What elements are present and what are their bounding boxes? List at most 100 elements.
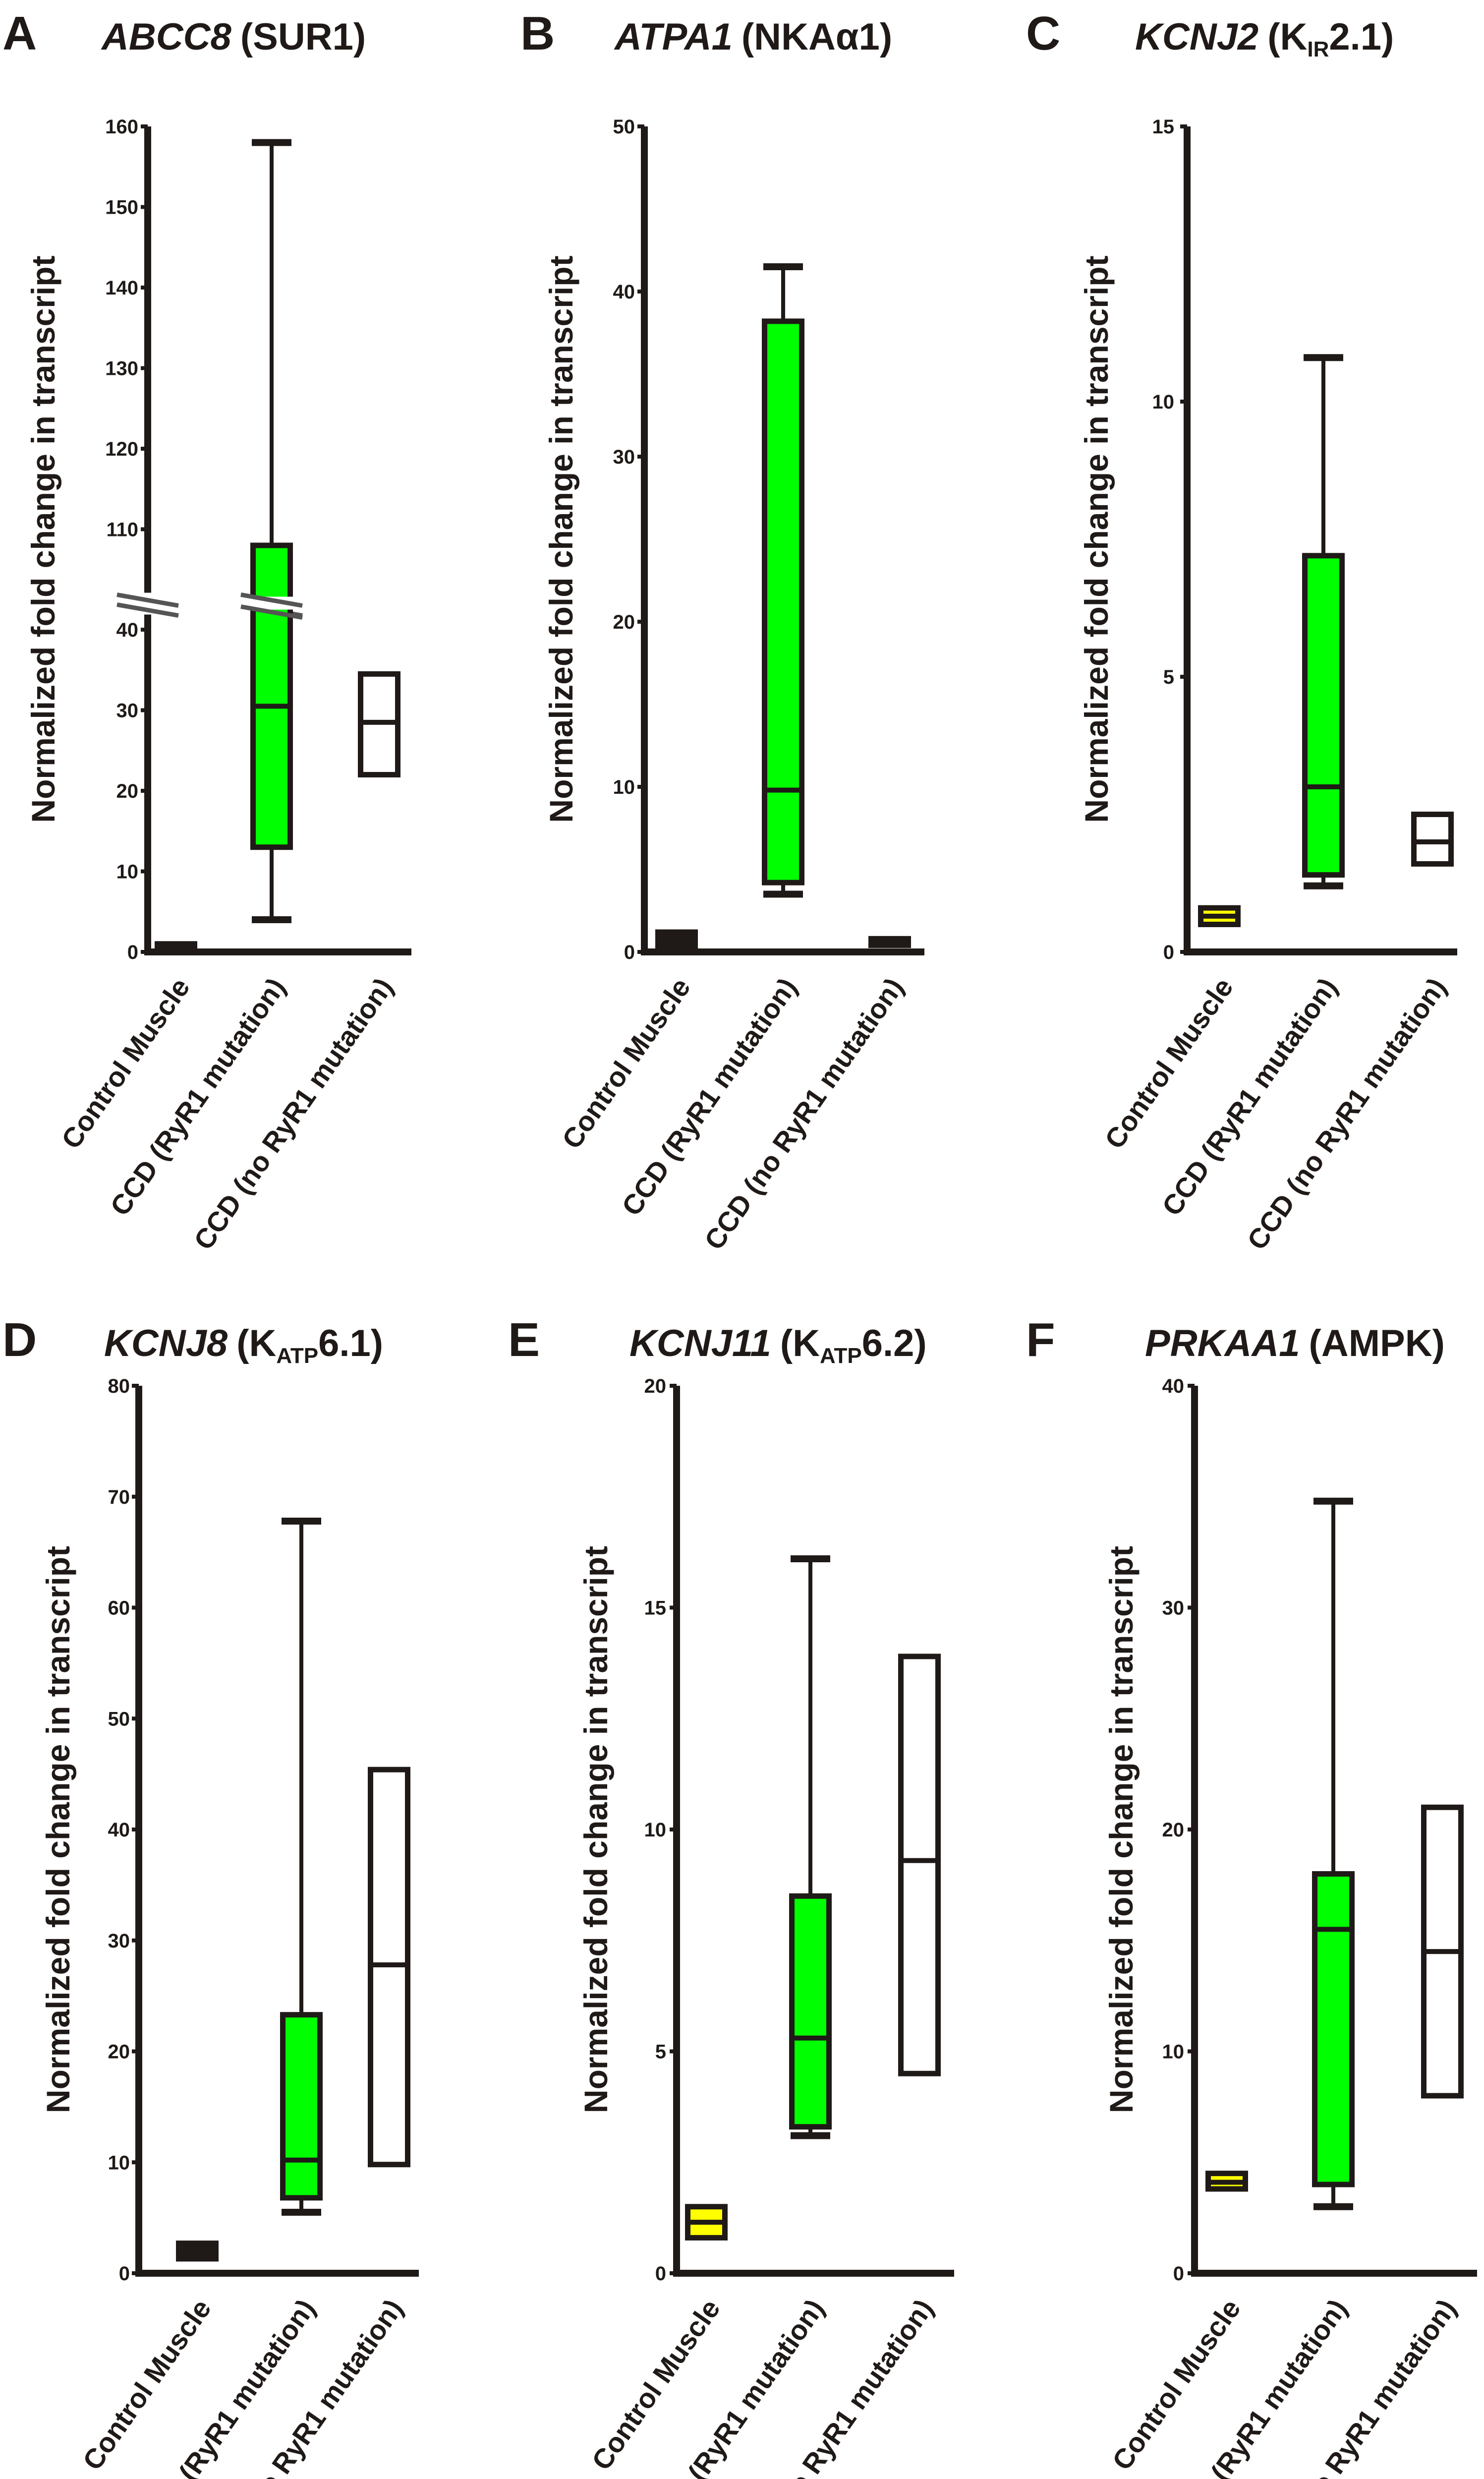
y-tick-label: 150	[105, 197, 138, 219]
y-tick-label: 15	[1152, 116, 1175, 138]
panel-letter: A	[2, 7, 37, 60]
y-axis-label: Normalized fold change in transcript	[40, 1546, 76, 2113]
y-tick-label: 20	[116, 780, 139, 802]
y-tick-label: 10	[644, 1819, 667, 1841]
y-tick-label: 10	[116, 861, 139, 883]
y-tick-label: 10	[613, 776, 635, 798]
x-category-label: CCD (no RyR1 mutation)	[1241, 972, 1452, 1255]
box-iqr	[1411, 812, 1454, 867]
y-tick-label: 80	[108, 1375, 130, 1397]
y-tick-label: 130	[105, 358, 138, 380]
gene-name: ATPA1	[614, 16, 733, 58]
y-tick-label: 40	[108, 1819, 130, 1841]
box-1	[250, 139, 293, 923]
y-tick-label: 140	[105, 277, 138, 299]
protein-name: (K	[1267, 16, 1307, 58]
box-0	[176, 2241, 219, 2262]
protein-name: (NKAα1)	[742, 16, 892, 58]
panel-letter: E	[508, 1313, 540, 1366]
axis-break-mark	[116, 602, 179, 618]
y-tick-label: 110	[106, 519, 138, 541]
y-tick-label: 160	[105, 116, 138, 138]
box-break-mark	[240, 592, 303, 608]
panel-title: KCNJ11 (KATP6.2)	[629, 1322, 927, 1368]
y-tick-label: 40	[613, 281, 635, 303]
box-0	[655, 929, 698, 955]
y-tick-label: 30	[1162, 1597, 1185, 1619]
y-tick-label: 20	[108, 2041, 130, 2063]
panel-title: KCNJ8 (KATP6.1)	[104, 1322, 383, 1368]
x-category-label: CCD (no RyR1 mutation)	[698, 972, 910, 1255]
box-0	[1205, 2171, 1248, 2192]
box-2	[368, 1767, 410, 2168]
box-0	[155, 941, 197, 955]
box-0	[1198, 905, 1241, 927]
panel-b: B ATPA1 (NKAα1) Normalized fold change in t…	[520, 7, 924, 1255]
y-tick-label: 5	[1163, 666, 1174, 688]
protein-subscript: ATP	[276, 1344, 318, 1368]
protein-suffix: 6.2)	[862, 1322, 927, 1364]
gene-name: ABCC8	[101, 16, 232, 58]
y-tick-label: 50	[613, 116, 635, 138]
y-tick-label: 0	[655, 2263, 666, 2285]
box-2	[868, 936, 911, 948]
y-tick-label: 0	[119, 2263, 130, 2285]
box-1	[280, 1517, 323, 2216]
panel-letter: D	[2, 1313, 37, 1366]
y-tick-label: 5	[655, 2041, 666, 2063]
panel-letter: B	[520, 7, 555, 60]
box-2	[898, 1653, 941, 2076]
box-1	[1312, 1497, 1355, 2210]
x-category-label: CCD (RyR1 mutation)	[104, 972, 291, 1222]
panel-a: A ABCC8 (SUR1) Normalized fold change in tr…	[2, 7, 411, 1255]
y-tick-label: 20	[613, 611, 635, 633]
protein-suffix: 6.1)	[318, 1322, 383, 1364]
gene-name: PRKAA1	[1145, 1322, 1300, 1364]
y-tick-label: 40	[116, 619, 139, 641]
box-iqr	[789, 1893, 832, 2130]
protein-name: (SUR1)	[240, 16, 366, 58]
y-tick-label: 60	[108, 1597, 130, 1619]
gene-name: KCNJ2	[1135, 16, 1258, 58]
box-1	[789, 1555, 832, 2139]
y-tick-label: 120	[105, 438, 138, 460]
box-iqr	[898, 1653, 941, 2076]
y-tick-label: 30	[116, 700, 139, 722]
protein-subscript: ATP	[820, 1344, 862, 1368]
y-tick-label: 0	[1173, 2263, 1184, 2285]
box-iqr	[280, 2012, 323, 2201]
protein-suffix: 2.1)	[1329, 16, 1394, 58]
panel-title: KCNJ2 (KIR2.1)	[1135, 16, 1394, 61]
box-iqr	[1302, 553, 1345, 878]
x-category-label: CCD (RyR1 mutation)	[616, 972, 803, 1222]
y-tick-label: 15	[644, 1597, 667, 1619]
box-iqr	[762, 318, 804, 885]
box-1	[1302, 354, 1345, 889]
y-tick-label: 40	[1162, 1375, 1185, 1397]
y-tick-label: 70	[108, 1486, 130, 1508]
y-axis-label: Normalized fold change in transcript	[1078, 255, 1115, 823]
x-category-label: CCD (no RyR1 mutation)	[188, 972, 399, 1255]
panel-f: F PRKAA1 (AMPK) Normalized fold change in t…	[1026, 1313, 1477, 2479]
panel-title: ABCC8 (SUR1)	[101, 16, 366, 58]
y-tick-label: 0	[127, 942, 138, 963]
box-0	[685, 2204, 728, 2241]
gene-name: KCNJ11	[629, 1322, 771, 1364]
panel-letter: C	[1026, 7, 1060, 60]
y-tick-label: 20	[1162, 1819, 1185, 1841]
protein-name: (AMPK)	[1309, 1322, 1445, 1364]
protein-name: (K	[780, 1322, 820, 1364]
box-2	[1421, 1804, 1464, 2099]
y-tick-label: 10	[1152, 391, 1175, 413]
y-tick-label: 30	[613, 446, 635, 468]
y-axis-label: Normalized fold change in transcript	[543, 255, 579, 823]
y-tick-label: 10	[108, 2152, 130, 2174]
box-1	[762, 263, 804, 898]
y-axis-label: Normalized fold change in transcript	[1103, 1546, 1140, 2113]
panel-c: C KCNJ2 (KIR2.1) Normalized fold change in …	[1026, 7, 1457, 1255]
y-tick-label: 30	[108, 1930, 130, 1952]
protein-subscript: IR	[1307, 37, 1329, 61]
panel-letter: F	[1026, 1313, 1055, 1366]
panel-title: PRKAA1 (AMPK)	[1145, 1322, 1445, 1364]
y-tick-label: 10	[1162, 2041, 1185, 2063]
